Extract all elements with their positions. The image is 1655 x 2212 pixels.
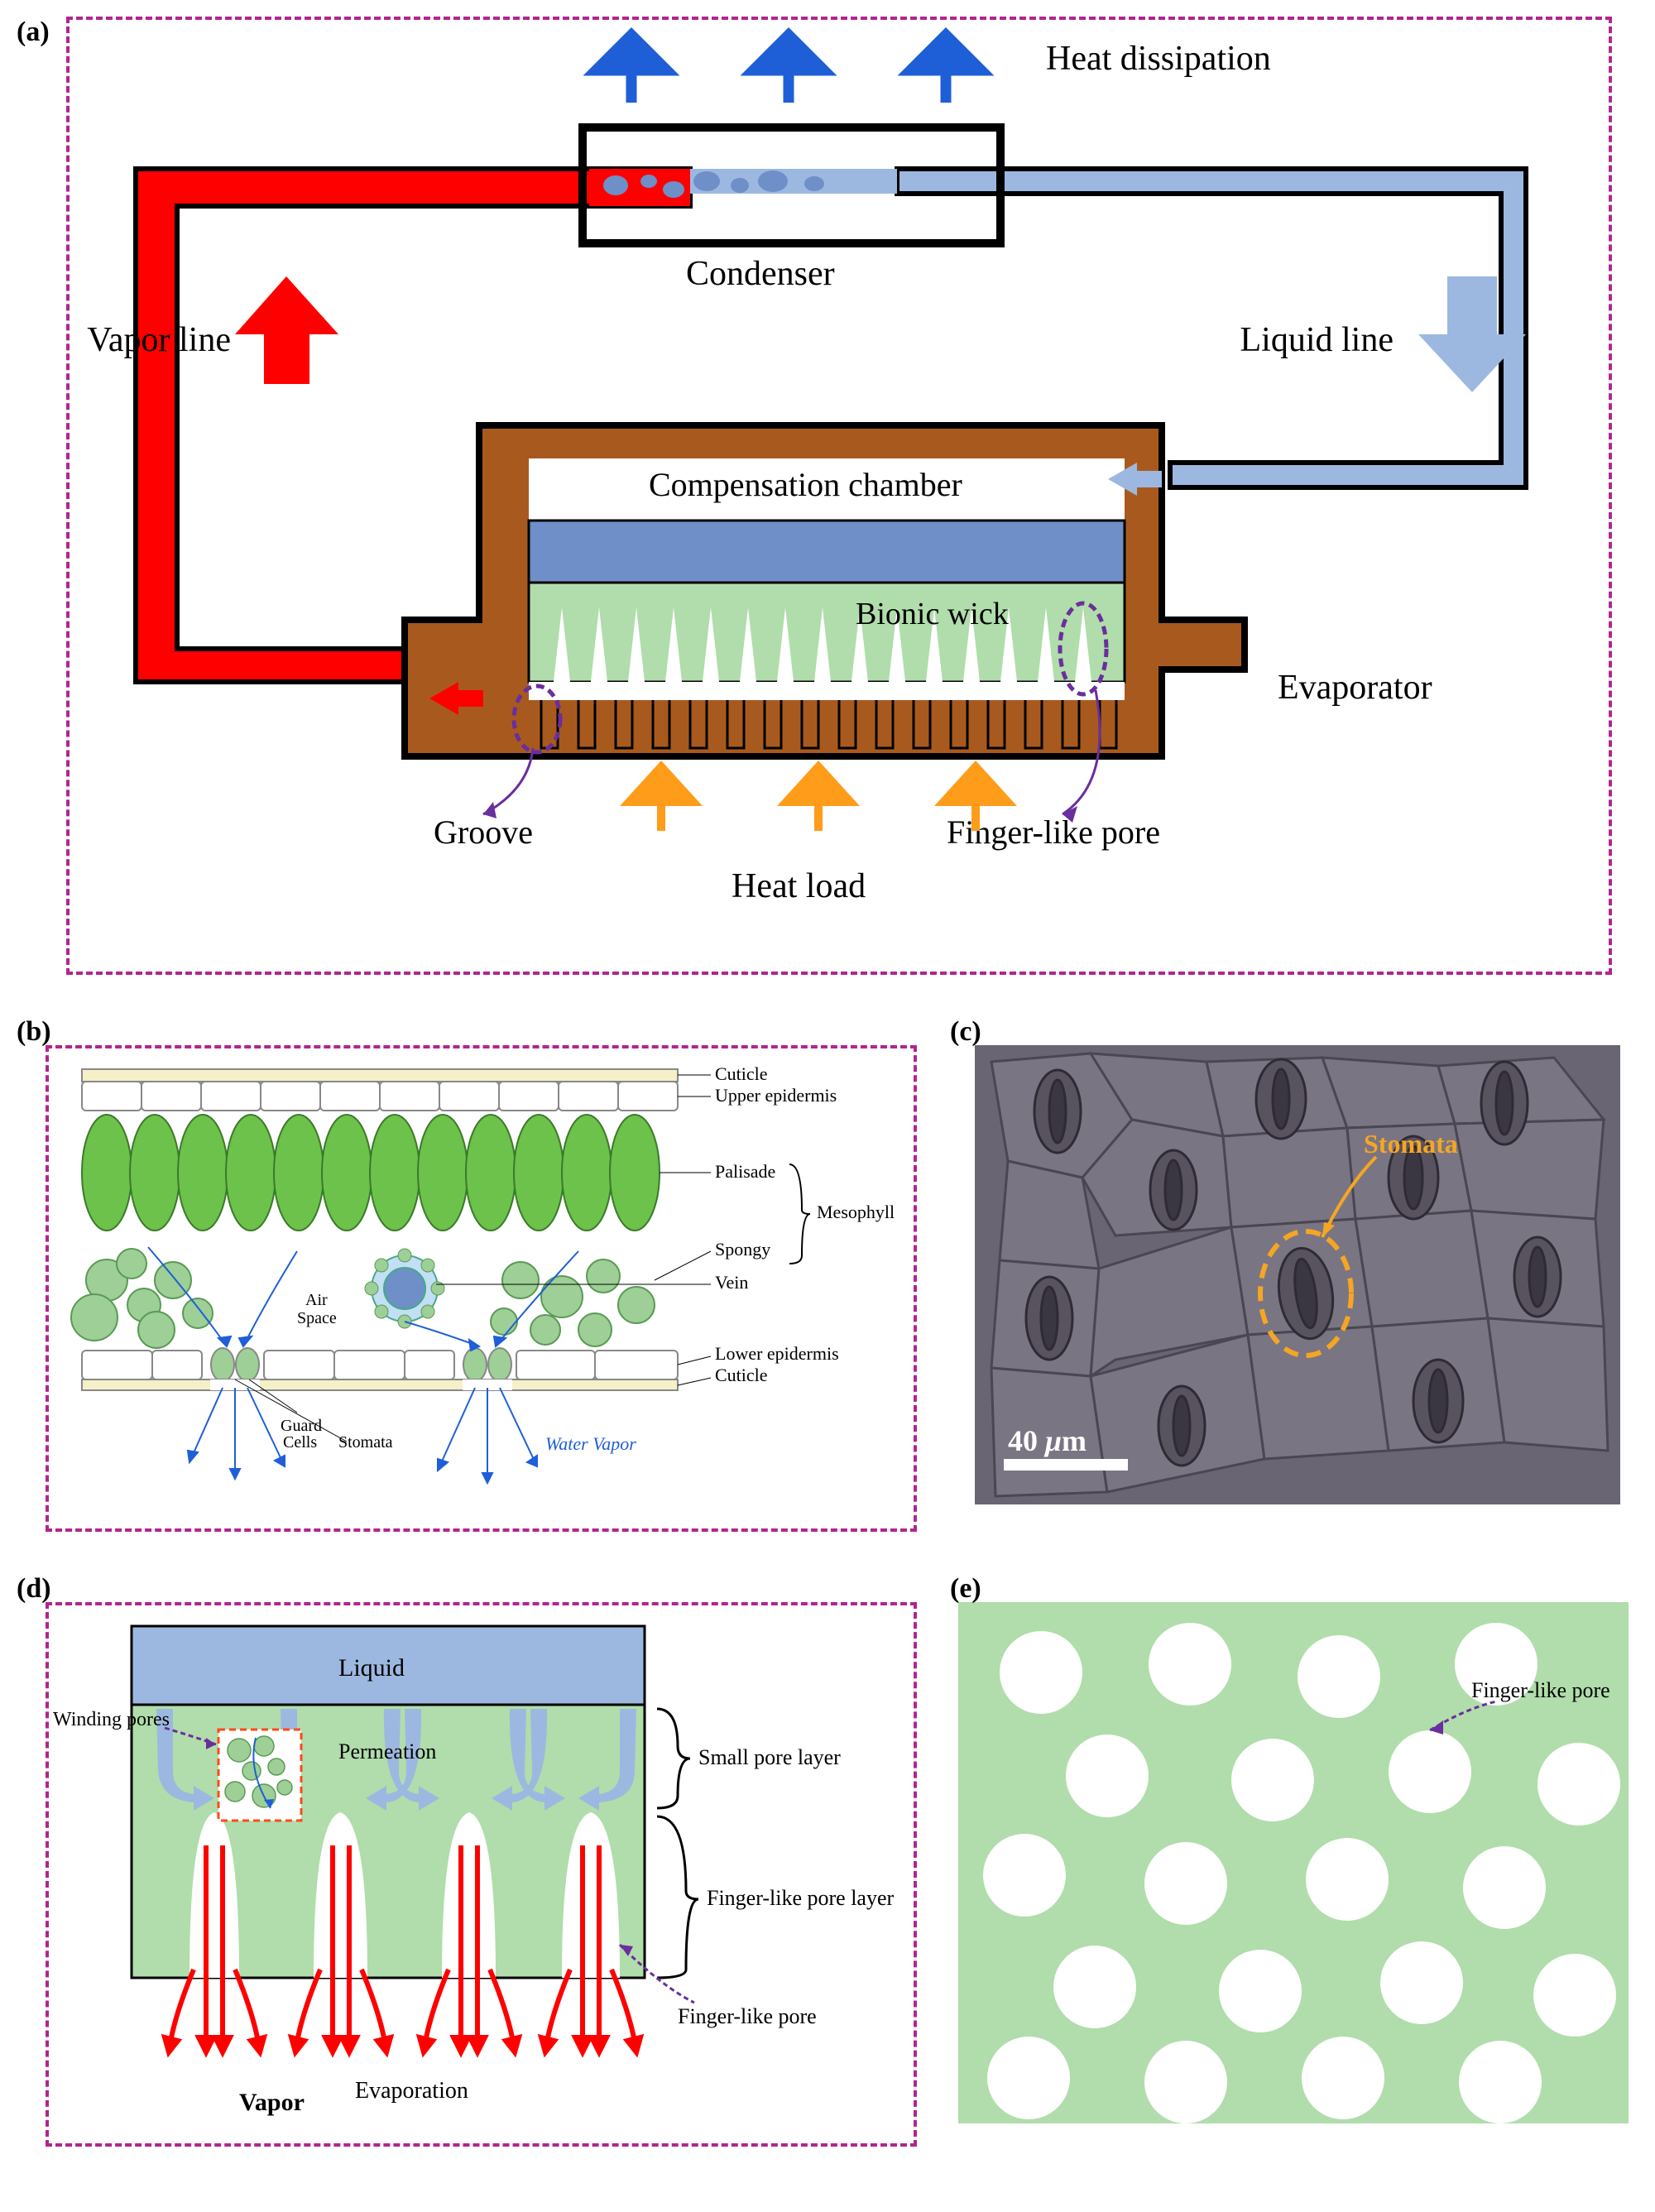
permeation-label: Permeation	[338, 1739, 436, 1763]
groove-label: Groove	[434, 813, 533, 851]
panel-a-svg: Heat dissipation Condenser Vapor line Li…	[70, 20, 1609, 972]
water-vapor-label: Water Vapor	[545, 1433, 636, 1454]
finger-pore-label-d: Finger-like pore	[678, 2004, 817, 2028]
stomata-label-b: Stomata	[338, 1433, 393, 1451]
lower-epi-label: Lower epidermis	[715, 1343, 839, 1364]
panel-b-box: Cuticle Upper epidermis Palisade Spongy …	[46, 1045, 917, 1532]
evaporator-label: Evaporator	[1278, 669, 1432, 707]
heat-dissipation-label: Heat dissipation	[1046, 40, 1271, 78]
vapor-label: Vapor	[239, 2089, 305, 2116]
panel-e-svg: Finger-like pore	[958, 1602, 1629, 2140]
upper-epi-label: Upper epidermis	[715, 1085, 837, 1106]
small-pore-layer-label: Small pore layer	[698, 1745, 841, 1769]
panel-e-label: (e)	[950, 1573, 981, 1605]
heat-load-label: Heat load	[732, 867, 866, 905]
stomata-label-c: Stomata	[1364, 1129, 1458, 1159]
panel-d-svg: Liquid Permeation	[49, 1605, 914, 2143]
svg-text:Guard: Guard	[281, 1417, 322, 1435]
panel-d-label: (d)	[17, 1573, 51, 1605]
vapor-line-label: Vapor line	[87, 321, 231, 359]
cuticle-label-bot: Cuticle	[715, 1365, 768, 1385]
scale-bar-label: 40 μm	[1008, 1424, 1087, 1457]
panel-b-svg: Cuticle Upper epidermis Palisade Spongy …	[49, 1048, 914, 1528]
panel-a-box: Heat dissipation Condenser Vapor line Li…	[66, 17, 1612, 975]
panel-c-label: (c)	[950, 1016, 981, 1048]
bionic-wick-label: Bionic wick	[856, 597, 1009, 631]
panel-a-label: (a)	[17, 17, 50, 48]
condenser-label: Condenser	[686, 255, 835, 293]
cuticle-label-top: Cuticle	[715, 1063, 768, 1084]
finger-pore-layer-label: Finger-like pore layer	[707, 1886, 895, 1910]
svg-text:Space: Space	[297, 1309, 337, 1327]
winding-pores-label: Winding pores	[53, 1709, 170, 1730]
panel-d-box: Liquid Permeation	[46, 1602, 917, 2147]
evaporation-label: Evaporation	[355, 2078, 468, 2104]
panel-b-label: (b)	[17, 1016, 51, 1048]
airspace-label: Air	[305, 1291, 328, 1309]
spongy-label: Spongy	[715, 1239, 770, 1260]
liquid-line-label: Liquid line	[1240, 321, 1394, 359]
comp-chamber-label: Compensation chamber	[649, 466, 962, 503]
finger-pore-label-e: Finger-like pore	[1471, 1678, 1610, 1702]
palisade-label: Palisade	[715, 1161, 775, 1182]
svg-text:Cells: Cells	[283, 1433, 317, 1451]
panel-c-svg: Stomata 40 μm	[975, 1045, 1620, 1525]
vein-label: Vein	[715, 1272, 748, 1293]
liquid-label: Liquid	[338, 1654, 405, 1682]
mesophyll-label: Mesophyll	[817, 1202, 895, 1222]
